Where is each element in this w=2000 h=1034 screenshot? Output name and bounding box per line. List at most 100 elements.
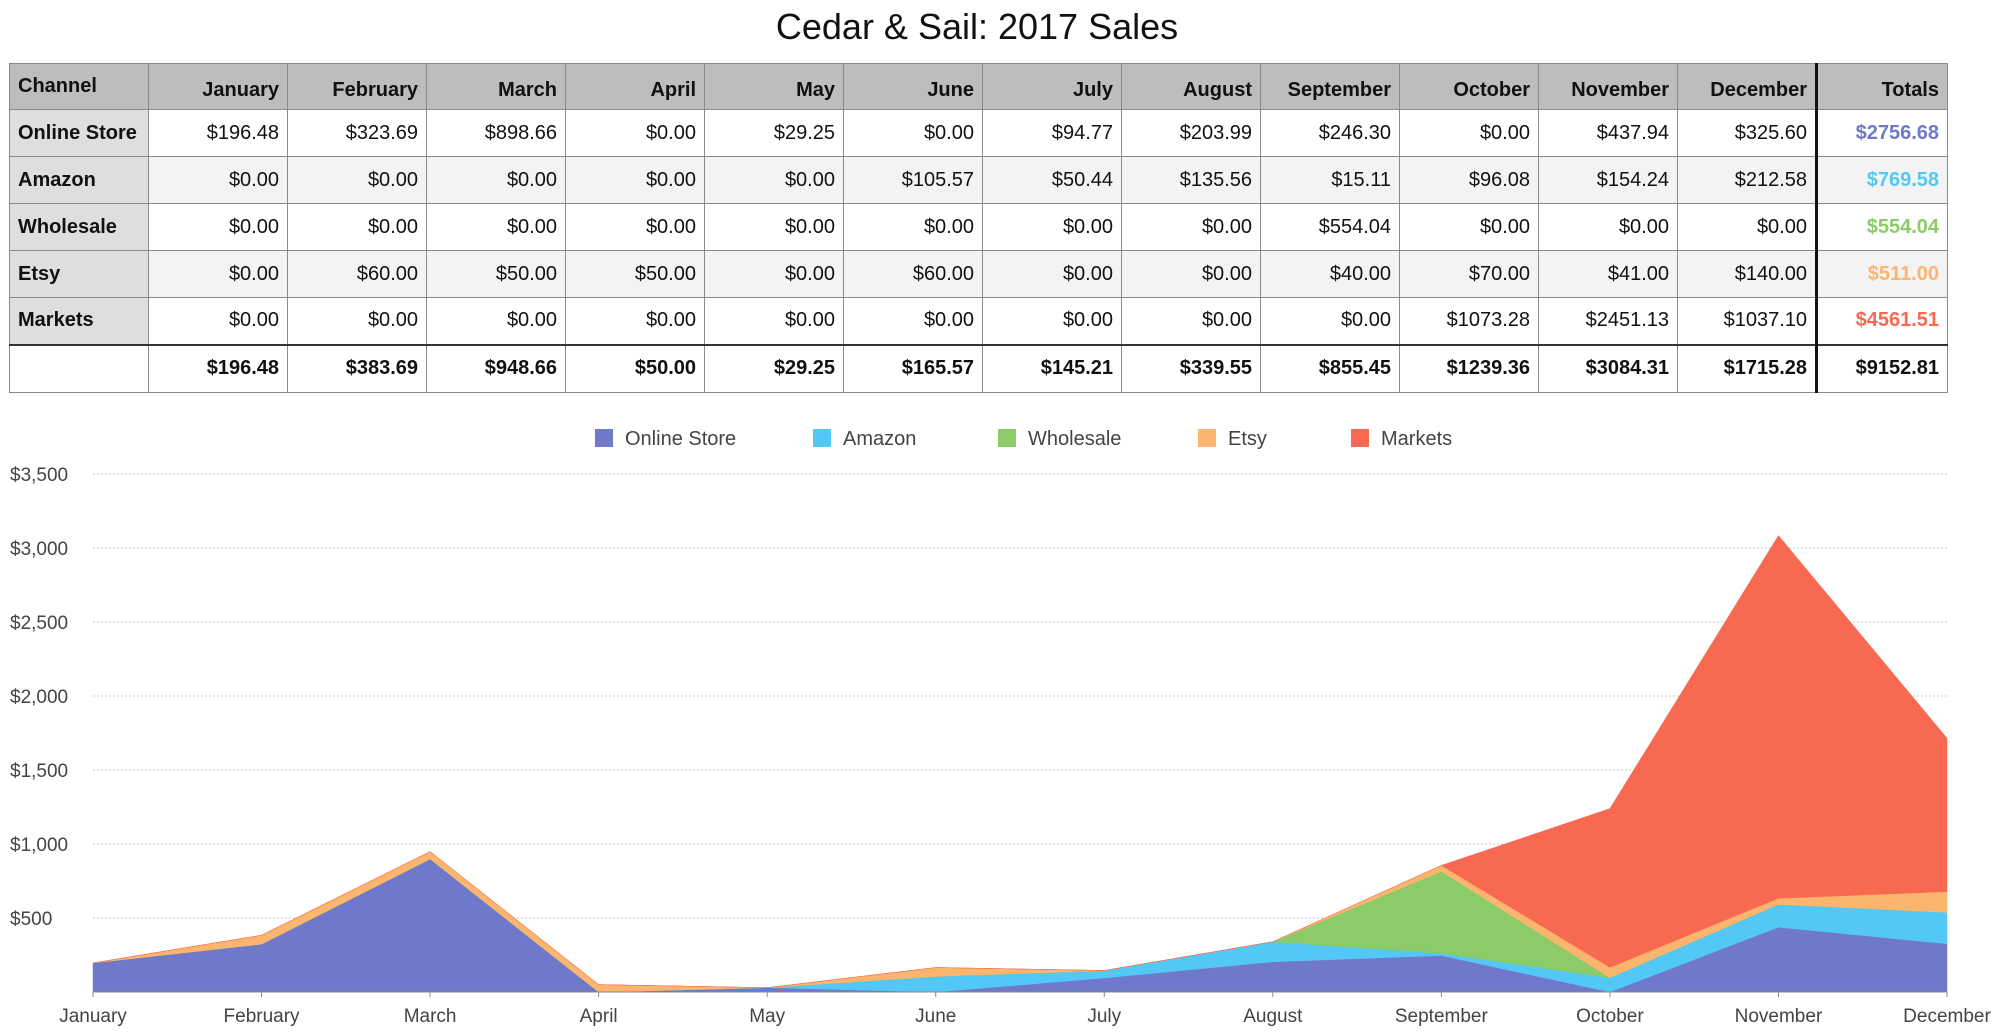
legend-swatch-markets (1351, 429, 1369, 447)
table-cell: $0.00 (565, 156, 705, 204)
channel-total-cell: $554.04 (1815, 203, 1948, 251)
month-total-cell: $383.69 (287, 343, 427, 393)
table-cell: $60.00 (843, 250, 983, 298)
totals-row-label (9, 343, 149, 393)
table-cell: $2451.13 (1538, 297, 1678, 345)
table-cell: $0.00 (148, 250, 288, 298)
x-tick-label: March (404, 1006, 457, 1027)
table-cell: $0.00 (426, 156, 566, 204)
x-tick-label: August (1243, 1006, 1303, 1027)
channel-total-cell: $769.58 (1815, 156, 1948, 204)
table-cell: $0.00 (982, 203, 1122, 251)
month-column-header: July (982, 63, 1122, 110)
channel-total-cell: $511.00 (1815, 250, 1948, 298)
month-total-cell: $165.57 (843, 343, 983, 393)
table-cell: $0.00 (1677, 203, 1817, 251)
table-cell: $50.44 (982, 156, 1122, 204)
legend-swatch-wholesale (998, 429, 1016, 447)
table-cell: $154.24 (1538, 156, 1678, 204)
table-cell: $0.00 (426, 297, 566, 345)
table-cell: $41.00 (1538, 250, 1678, 298)
table-cell: $0.00 (148, 297, 288, 345)
legend-label-etsy: Etsy (1228, 428, 1267, 450)
table-cell: $0.00 (565, 109, 705, 157)
table-cell: $96.08 (1399, 156, 1539, 204)
channel-total-cell: $2756.68 (1815, 109, 1948, 157)
table-cell: $0.00 (1538, 203, 1678, 251)
area-series (92, 535, 1948, 993)
area-wholesale (92, 858, 1948, 993)
area-online-store (92, 858, 1948, 993)
table-cell: $0.00 (843, 203, 983, 251)
table-cell: $0.00 (1399, 203, 1539, 251)
table-row: Markets $0.00 $0.00 $0.00 $0.00 $0.00 $0.00 $0.… (9, 297, 1948, 345)
table-cell: $0.00 (148, 203, 288, 251)
legend-label-online-store: Online Store (625, 428, 736, 450)
x-tick-label: October (1576, 1006, 1644, 1027)
y-tick-label: $3,000 (10, 539, 68, 560)
table-cell: $140.00 (1677, 250, 1817, 298)
table-cell: $0.00 (287, 297, 427, 345)
table-cell: $203.99 (1121, 109, 1261, 157)
table-cell: $0.00 (287, 203, 427, 251)
month-column-header: September (1260, 63, 1400, 110)
table-cell: $0.00 (982, 297, 1122, 345)
month-total-cell: $3084.31 (1538, 343, 1678, 393)
table-cell: $50.00 (565, 250, 705, 298)
chart-legend: Online Store Amazon Wholesale Etsy Markets (595, 428, 1452, 450)
table-cell: $0.00 (1399, 109, 1539, 157)
month-column-header: December (1677, 63, 1817, 110)
legend-label-markets: Markets (1381, 428, 1452, 450)
table-row: Etsy $0.00 $60.00 $50.00 $50.00 $0.00 $60.00 $0… (9, 250, 1948, 298)
table-cell: $0.00 (982, 250, 1122, 298)
month-total-cell: $1715.28 (1677, 343, 1817, 393)
table-cell: $40.00 (1260, 250, 1400, 298)
table-cell: $0.00 (843, 109, 983, 157)
table-cell: $0.00 (426, 203, 566, 251)
month-column-header: June (843, 63, 983, 110)
month-total-cell: $855.45 (1260, 343, 1400, 393)
x-tick-label: June (915, 1006, 956, 1027)
month-total-cell: $29.25 (704, 343, 844, 393)
table-cell: $0.00 (1121, 297, 1261, 345)
table-cell: $0.00 (704, 203, 844, 251)
table-cell: $1037.10 (1677, 297, 1817, 345)
table-cell: $135.56 (1121, 156, 1261, 204)
month-column-header: January (148, 63, 288, 110)
month-column-header: August (1121, 63, 1261, 110)
month-column-header: April (565, 63, 705, 110)
channel-label: Wholesale (9, 203, 149, 251)
x-tick-label: May (749, 1006, 785, 1027)
x-tick-label: February (224, 1006, 301, 1027)
table-cell: $437.94 (1538, 109, 1678, 157)
table-cell: $1073.28 (1399, 297, 1539, 345)
table-cell: $15.11 (1260, 156, 1400, 204)
table-cell: $0.00 (704, 297, 844, 345)
month-total-cell: $145.21 (982, 343, 1122, 393)
table-cell: $70.00 (1399, 250, 1539, 298)
month-total-cell: $1239.36 (1399, 343, 1539, 393)
table-cell: $196.48 (148, 109, 288, 157)
table-cell: $0.00 (565, 203, 705, 251)
table-row: Amazon $0.00 $0.00 $0.00 $0.00 $0.00 $105.57 $5… (9, 156, 1948, 204)
x-tick-label: July (1087, 1006, 1121, 1027)
table-cell: $50.00 (426, 250, 566, 298)
table-row: Wholesale $0.00 $0.00 $0.00 $0.00 $0.00 $0.00 $… (9, 203, 1948, 251)
table-cell: $29.25 (704, 109, 844, 157)
legend-swatch-amazon (813, 429, 831, 447)
sales-table: Channel January February March April May June J… (9, 63, 1948, 393)
channel-column-header: Channel (9, 63, 149, 110)
month-column-header: February (287, 63, 427, 110)
table-cell: $60.00 (287, 250, 427, 298)
table-cell: $0.00 (1121, 203, 1261, 251)
legend-swatch-online-store (595, 429, 613, 447)
month-column-header: May (704, 63, 844, 110)
table-row: Online Store $196.48 $323.69 $898.66 $0.00 $2… (9, 109, 1948, 157)
area-amazon (92, 858, 1948, 993)
table-cell: $105.57 (843, 156, 983, 204)
month-column-header: March (426, 63, 566, 110)
x-tick-label: September (1395, 1006, 1489, 1027)
x-tick-label: April (580, 1006, 618, 1027)
x-tick-label: December (1903, 1006, 1991, 1027)
table-cell: $0.00 (704, 250, 844, 298)
